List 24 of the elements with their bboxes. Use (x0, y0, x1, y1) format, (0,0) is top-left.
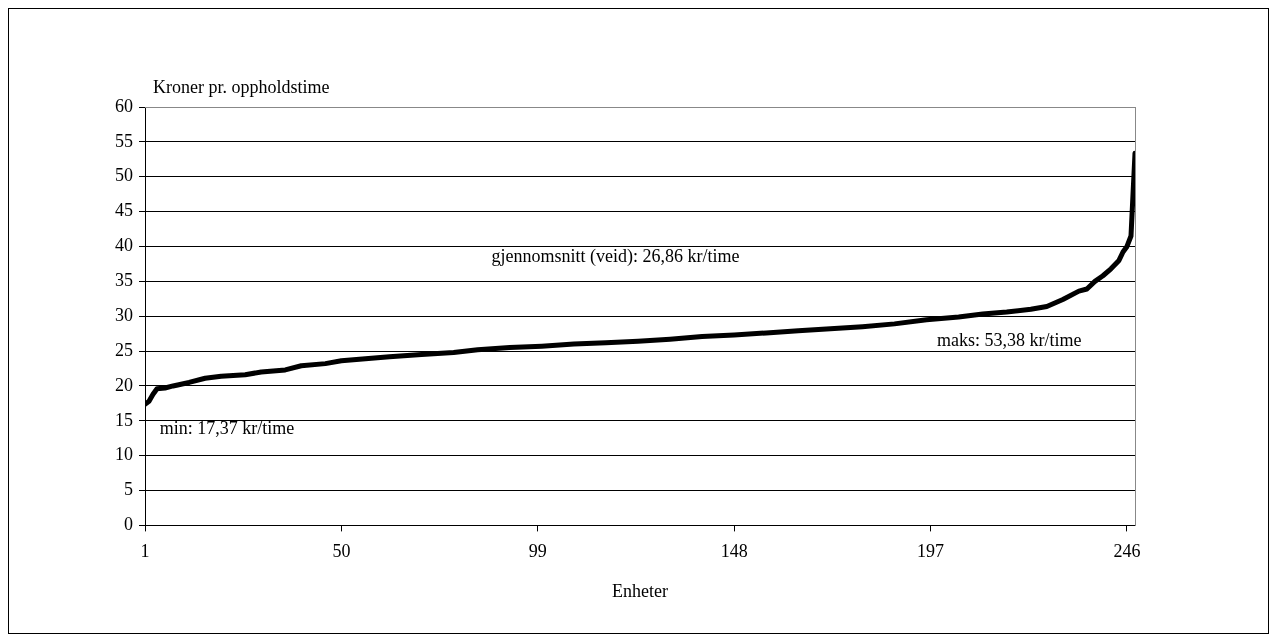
y-tick-label: 30 (115, 304, 133, 325)
y-tick-label: 5 (124, 479, 133, 500)
y-tick-label: 0 (124, 514, 133, 535)
y-tick-label: 50 (115, 165, 133, 186)
y-tick-label: 40 (115, 235, 133, 256)
y-tick-label: 10 (115, 444, 133, 465)
annotation: min: 17,37 kr/time (159, 417, 295, 438)
x-tick-label: 1 (140, 540, 150, 561)
y-tick-label: 35 (115, 270, 133, 291)
x-tick-label: 148 (720, 540, 748, 561)
annotation: gjennomsnitt (veid): 26,86 kr/time (491, 246, 740, 268)
x-axis-title: Enheter (612, 581, 668, 602)
y-tick-label: 25 (115, 339, 133, 360)
y-tick-label: 20 (115, 374, 133, 395)
y-tick-label: 45 (115, 200, 133, 221)
y-tick-label: 55 (115, 130, 133, 151)
y-tick-label: 15 (115, 409, 133, 430)
x-tick-label: 197 (917, 540, 945, 561)
x-tick-label: 99 (528, 540, 547, 561)
annotation: maks: 53,38 kr/time (937, 330, 1082, 351)
y-tick-label: 60 (115, 95, 133, 116)
x-tick-label: 50 (332, 540, 351, 561)
y-axis-title: Kroner pr. oppholdstime (153, 76, 330, 97)
x-tick-label: 246 (1113, 540, 1141, 561)
